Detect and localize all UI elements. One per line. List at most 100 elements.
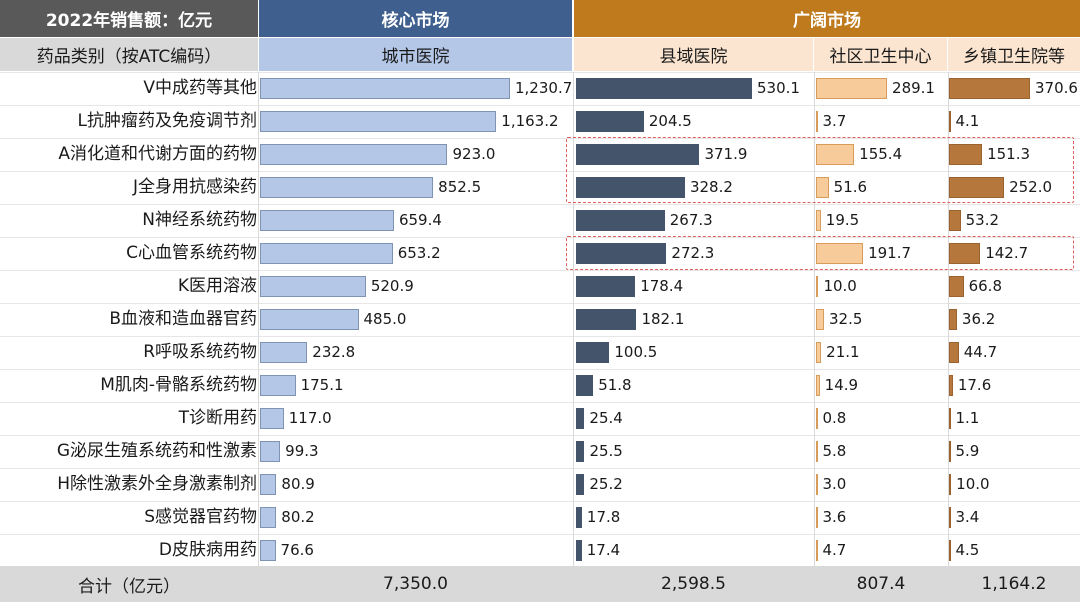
value-label-community: 51.6: [833, 178, 868, 196]
category-label: A消化道和代谢方面的药物: [58, 144, 257, 164]
bar-township: [949, 342, 959, 363]
value-label-township: 1.1: [955, 409, 980, 427]
bar-city: [260, 276, 366, 297]
bar-county: [576, 78, 752, 99]
bar-city: [260, 441, 281, 462]
total-county: 2,598.5: [573, 566, 814, 602]
bar-community: [816, 144, 855, 165]
category-label: K医用溶液: [177, 276, 257, 296]
bar-community: [816, 474, 818, 495]
value-label-community: 4.7: [822, 541, 847, 559]
row-divider: [0, 105, 1080, 106]
bar-county: [576, 177, 685, 198]
value-label-township: 3.4: [955, 508, 980, 526]
bar-city: [260, 375, 296, 396]
value-label-township: 17.6: [957, 376, 992, 394]
category-label: T诊断用药: [178, 408, 257, 428]
row-divider: [0, 369, 1080, 370]
value-label-city: 520.9: [370, 277, 414, 295]
value-label-community: 14.9: [824, 376, 859, 394]
value-label-community: 3.6: [822, 508, 847, 526]
bar-county: [576, 276, 636, 297]
county-hospital-header: 县域医院: [574, 38, 813, 71]
bar-community: [816, 210, 821, 231]
bar-county: [576, 540, 582, 561]
bar-county: [576, 507, 582, 528]
value-label-township: 10.0: [956, 475, 990, 493]
community-center-header: 社区卫生中心: [814, 38, 947, 71]
value-label-city: 485.0: [363, 310, 407, 328]
bar-township: [949, 474, 952, 495]
bar-county: [576, 441, 585, 462]
bar-township: [949, 441, 951, 462]
category-label: R呼吸系统药物: [143, 342, 257, 362]
value-label-community: 289.1: [892, 79, 935, 97]
value-label-city: 1,230.7: [515, 79, 573, 97]
township-header: 乡镇卫生院等: [948, 38, 1080, 71]
bar-city: [260, 243, 393, 264]
value-label-township: 4.1: [955, 112, 980, 130]
value-label-city: 117.0: [288, 409, 332, 427]
highlight-box-a-j: [566, 137, 1074, 203]
row-divider: [0, 501, 1080, 502]
bar-county: [576, 111, 644, 132]
value-label-township: 151.3: [987, 145, 1031, 163]
bar-community: [816, 111, 818, 132]
value-label-county: 178.4: [640, 277, 684, 295]
bar-city: [260, 78, 510, 99]
bar-township: [949, 144, 983, 165]
category-label: D皮肤病用药: [158, 540, 257, 560]
bar-city: [260, 408, 284, 429]
category-label: G泌尿生殖系统药和性激素: [56, 441, 257, 461]
value-label-county: 371.9: [704, 145, 748, 163]
value-label-county: 182.1: [641, 310, 685, 328]
total-city: 7,350.0: [258, 566, 573, 602]
bar-community: [816, 507, 818, 528]
total-township: 1,164.2: [948, 566, 1080, 602]
value-label-city: 76.6: [280, 541, 314, 559]
bar-county: [576, 474, 585, 495]
value-label-city: 232.8: [312, 343, 356, 361]
corner-title: 2022年销售额：亿元: [0, 0, 258, 37]
column-divider: [948, 72, 949, 567]
bar-township: [949, 111, 951, 132]
value-label-community: 191.7: [868, 244, 912, 262]
bar-county: [576, 375, 594, 396]
value-label-township: 53.2: [965, 211, 1000, 229]
value-label-community: 3.7: [822, 112, 847, 130]
core-market-header: 核心市场: [259, 0, 572, 37]
value-label-city: 852.5: [438, 178, 482, 196]
value-label-city: 175.1: [300, 376, 344, 394]
highlight-box-c: [566, 236, 1074, 270]
bar-community: [816, 177, 829, 198]
value-label-county: 17.8: [586, 508, 621, 526]
row-divider: [0, 270, 1080, 271]
value-label-community: 5.8: [822, 442, 847, 460]
row-divider: [0, 435, 1080, 436]
value-label-township: 66.8: [968, 277, 1002, 295]
value-label-community: 19.5: [825, 211, 860, 229]
value-label-city: 80.2: [281, 508, 315, 526]
category-header: 药品类别（按ATC编码）: [0, 38, 258, 71]
value-label-county: 267.3: [669, 211, 713, 229]
category-label: M肌肉-骨骼系统药物: [100, 375, 257, 395]
value-label-community: 32.5: [828, 310, 863, 328]
bar-city: [260, 111, 497, 132]
value-label-community: 0.8: [822, 409, 847, 427]
bar-county: [576, 342, 610, 363]
category-label: L抗肿瘤药及免疫调节剂: [77, 111, 257, 131]
bar-township: [949, 408, 951, 429]
category-label: J全身用抗感染药: [132, 177, 257, 197]
bar-community: [816, 78, 888, 99]
bar-county: [576, 408, 585, 429]
value-label-community: 3.0: [822, 475, 847, 493]
value-label-county: 25.5: [589, 442, 623, 460]
value-label-township: 252.0: [1009, 178, 1053, 196]
value-label-city: 99.3: [285, 442, 319, 460]
bar-community: [816, 375, 820, 396]
bar-community: [816, 342, 822, 363]
value-label-city: 80.9: [281, 475, 315, 493]
row-divider: [0, 204, 1080, 205]
total-label: 合计（亿元）: [0, 566, 258, 602]
value-label-city: 659.4: [398, 211, 442, 229]
